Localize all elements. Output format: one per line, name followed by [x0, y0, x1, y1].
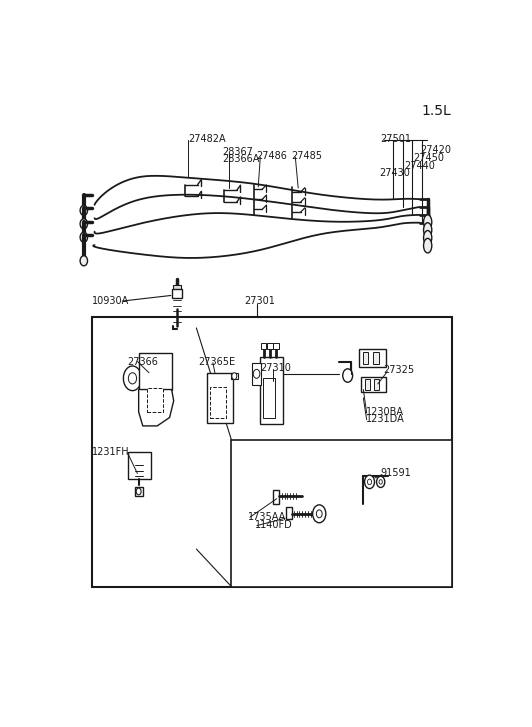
Circle shape — [317, 510, 322, 518]
Bar — [147, 388, 163, 412]
Text: 1230BA: 1230BA — [366, 407, 404, 417]
Circle shape — [80, 205, 88, 215]
Circle shape — [377, 476, 385, 488]
Text: 27430: 27430 — [379, 168, 410, 178]
Ellipse shape — [423, 238, 432, 253]
Text: 1140FD: 1140FD — [255, 520, 293, 530]
Text: 27485: 27485 — [291, 150, 322, 161]
Bar — [364, 379, 370, 390]
Text: 1735AA: 1735AA — [248, 512, 286, 521]
Text: 27482A: 27482A — [188, 134, 226, 144]
Bar — [261, 343, 267, 349]
Circle shape — [80, 219, 88, 229]
Text: 27501: 27501 — [381, 134, 412, 144]
Bar — [272, 490, 279, 504]
Bar — [273, 343, 279, 349]
Circle shape — [253, 369, 260, 378]
Ellipse shape — [423, 215, 432, 230]
Circle shape — [80, 232, 88, 242]
Text: 28366A: 28366A — [222, 154, 260, 164]
Circle shape — [136, 488, 141, 495]
Bar — [286, 507, 293, 519]
Bar — [172, 289, 182, 298]
Bar — [206, 373, 234, 423]
Text: 1231FH: 1231FH — [92, 447, 130, 457]
Circle shape — [232, 373, 237, 379]
Text: 27486: 27486 — [256, 150, 287, 161]
Text: 27450: 27450 — [413, 153, 444, 163]
Bar — [135, 487, 143, 496]
Circle shape — [379, 480, 383, 484]
Bar — [267, 343, 272, 349]
Bar — [139, 353, 172, 390]
Circle shape — [343, 369, 353, 382]
Text: 10930A: 10930A — [92, 296, 129, 306]
Bar — [252, 363, 261, 385]
Circle shape — [123, 366, 142, 390]
Circle shape — [128, 373, 137, 384]
Bar — [362, 352, 368, 364]
Circle shape — [80, 256, 88, 266]
Bar — [373, 352, 379, 364]
Bar — [92, 317, 452, 587]
Text: 91591: 91591 — [381, 468, 411, 478]
Bar — [210, 387, 226, 417]
Text: 27365E: 27365E — [198, 356, 236, 366]
Circle shape — [364, 475, 375, 489]
Bar — [361, 377, 386, 393]
Text: 1231DA: 1231DA — [366, 414, 404, 424]
Text: 27310: 27310 — [260, 364, 291, 373]
Bar — [359, 349, 386, 367]
Text: 28367: 28367 — [222, 147, 253, 157]
Bar — [128, 452, 151, 479]
Text: 27440: 27440 — [404, 161, 436, 171]
Ellipse shape — [423, 230, 432, 245]
Bar — [231, 440, 452, 587]
Polygon shape — [139, 390, 173, 426]
Text: 27420: 27420 — [420, 145, 451, 155]
Bar — [263, 378, 275, 417]
Bar — [260, 357, 283, 425]
Bar — [173, 286, 181, 290]
Bar — [230, 373, 238, 379]
Circle shape — [368, 479, 371, 485]
Bar — [373, 379, 379, 390]
Text: 1.5L: 1.5L — [421, 104, 451, 118]
Text: 27325: 27325 — [383, 365, 414, 375]
Text: 27366: 27366 — [128, 356, 159, 366]
Text: 27301: 27301 — [244, 296, 275, 306]
Ellipse shape — [423, 222, 432, 237]
Circle shape — [313, 505, 326, 523]
